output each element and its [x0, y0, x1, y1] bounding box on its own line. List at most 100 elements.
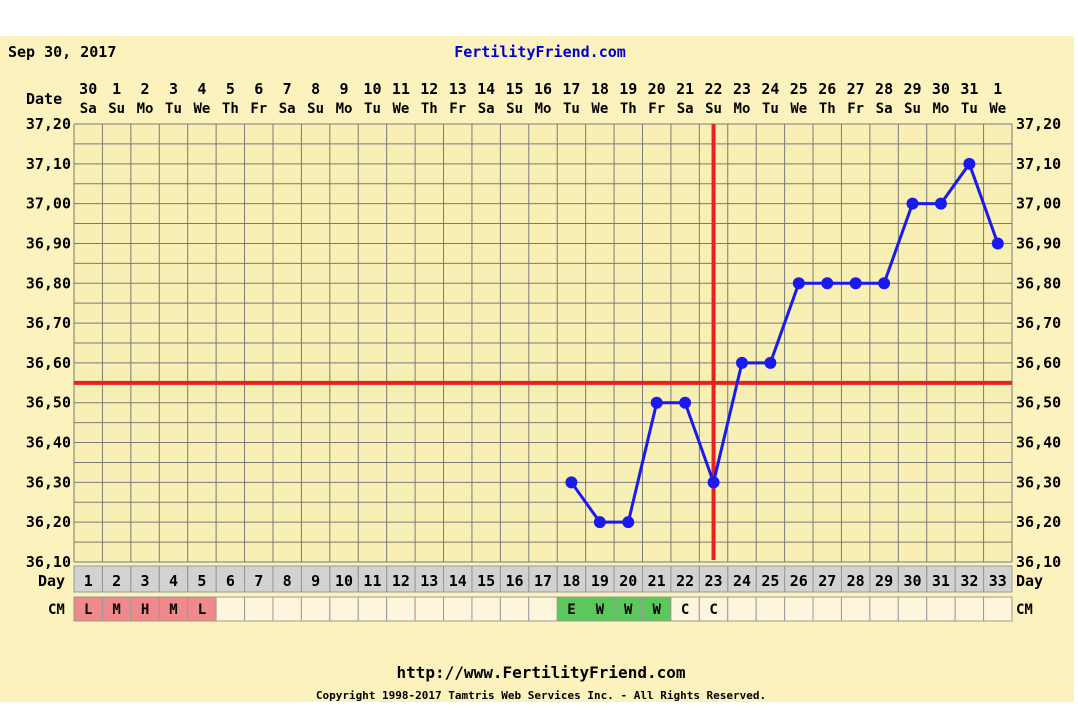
date-label: 27 [847, 80, 865, 98]
cm-cell [869, 596, 899, 622]
day-number: 16 [506, 572, 524, 590]
weekday-label: Su [108, 101, 125, 117]
chart-date: Sep 30, 2017 [8, 43, 116, 61]
site-title: FertilityFriend.com [454, 43, 626, 61]
y-tick-label-left: 37,20 [26, 115, 71, 133]
weekday-label: Sa [80, 101, 97, 117]
cm-code: C [709, 602, 717, 618]
y-tick-label-left: 36,20 [26, 513, 71, 531]
date-label: 17 [562, 80, 580, 98]
cm-cell [386, 596, 416, 622]
cm-cell [329, 596, 359, 622]
y-axis-left: 37,20 37,10 37,00 36,90 36,80 36,70 36,60 36,50… [26, 115, 71, 571]
y-tick-label-right: 36,90 [1016, 234, 1061, 252]
y-tick-label-left: 36,40 [26, 434, 71, 452]
day-number: 5 [197, 572, 206, 590]
day-number: 29 [875, 572, 893, 590]
weekday-label: Tu [364, 101, 381, 117]
cm-cell [954, 596, 985, 622]
y-tick-label-right: 36,30 [1016, 473, 1061, 491]
temperature-point [565, 476, 578, 489]
cm-row-label-left: CM [48, 602, 65, 618]
weekday-label: Th [421, 101, 438, 117]
weekday-label: We [392, 101, 409, 117]
weekday-label: Sa [677, 101, 694, 117]
day-row: 1 2 3 4 5 6 7 8 9 10 11 12 13 14 15 16 17 18 19 20 21 22 23 24 2… [73, 565, 1013, 593]
cm-code: W [624, 602, 633, 618]
weekday-label: Su [705, 101, 722, 117]
date-label: 28 [875, 80, 893, 98]
temperature-point [849, 277, 862, 290]
temperature-point [792, 277, 805, 290]
y-tick-label-left: 36,90 [26, 234, 71, 252]
cm-cell [471, 596, 501, 622]
day-number: 23 [705, 572, 723, 590]
day-number: 10 [335, 572, 353, 590]
weekday-label: Tu [165, 101, 182, 117]
temperature-point [821, 277, 834, 290]
cm-code: W [652, 602, 661, 618]
y-tick-label-right: 36,40 [1016, 434, 1061, 452]
day-number: 33 [989, 572, 1007, 590]
date-label: 24 [761, 80, 779, 98]
weekday-label: Fr [449, 101, 466, 117]
day-row-label-right: Day [1016, 572, 1043, 590]
y-tick-label-left: 37,10 [26, 155, 71, 173]
cm-code: H [141, 602, 149, 618]
cm-cell [585, 596, 615, 622]
y-tick-label-right: 37,20 [1016, 115, 1061, 133]
date-label: 13 [449, 80, 467, 98]
footer-url[interactable]: http://www.FertilityFriend.com [397, 663, 686, 682]
temperature-point [906, 197, 919, 210]
weekday-label: Sa [279, 101, 296, 117]
cm-cell [414, 596, 445, 622]
day-number: 24 [733, 572, 751, 590]
weekday-label: Mo [137, 101, 154, 117]
date-label: 31 [960, 80, 978, 98]
date-label: 7 [283, 80, 292, 98]
day-number: 31 [932, 572, 950, 590]
y-tick-label-right: 36,10 [1016, 553, 1061, 571]
date-label: 1 [993, 80, 1002, 98]
date-label: 15 [506, 80, 524, 98]
day-number: 22 [676, 572, 694, 590]
day-number: 7 [254, 572, 263, 590]
y-tick-label-left: 36,10 [26, 553, 71, 571]
y-tick-label-right: 36,20 [1016, 513, 1061, 531]
cm-cell [812, 596, 842, 622]
weekday-label: Su [307, 101, 324, 117]
day-number: 3 [141, 572, 150, 590]
temperature-point [679, 396, 692, 409]
cm-row-label-right: CM [1016, 602, 1033, 618]
temperature-point [934, 197, 947, 210]
weekday-label: Mo [336, 101, 353, 117]
day-number: 25 [761, 572, 779, 590]
temperature-point [735, 356, 748, 369]
cm-cell [443, 596, 473, 622]
cm-cell [926, 596, 956, 622]
cm-code: C [681, 602, 689, 618]
cm-code: L [84, 602, 92, 618]
weekday-label: Th [620, 101, 637, 117]
day-number: 4 [169, 572, 178, 590]
y-tick-label-right: 37,00 [1016, 195, 1061, 213]
day-number: 30 [903, 572, 921, 590]
date-label: 26 [818, 80, 836, 98]
date-row-label: Date [26, 90, 62, 108]
cm-cell [158, 596, 189, 622]
temperature-point [707, 476, 720, 489]
day-number: 6 [226, 572, 235, 590]
weekday-label: Fr [648, 101, 665, 117]
cm-cell [983, 596, 1013, 622]
day-number: 19 [591, 572, 609, 590]
date-label: 16 [534, 80, 552, 98]
cm-cell [528, 596, 558, 622]
day-number: 21 [648, 572, 666, 590]
date-label: 22 [705, 80, 723, 98]
temperature-point [991, 237, 1004, 250]
day-number: 28 [847, 572, 865, 590]
y-tick-label-left: 36,30 [26, 473, 71, 491]
weekday-label: Sa [876, 101, 893, 117]
date-label: 30 [932, 80, 950, 98]
